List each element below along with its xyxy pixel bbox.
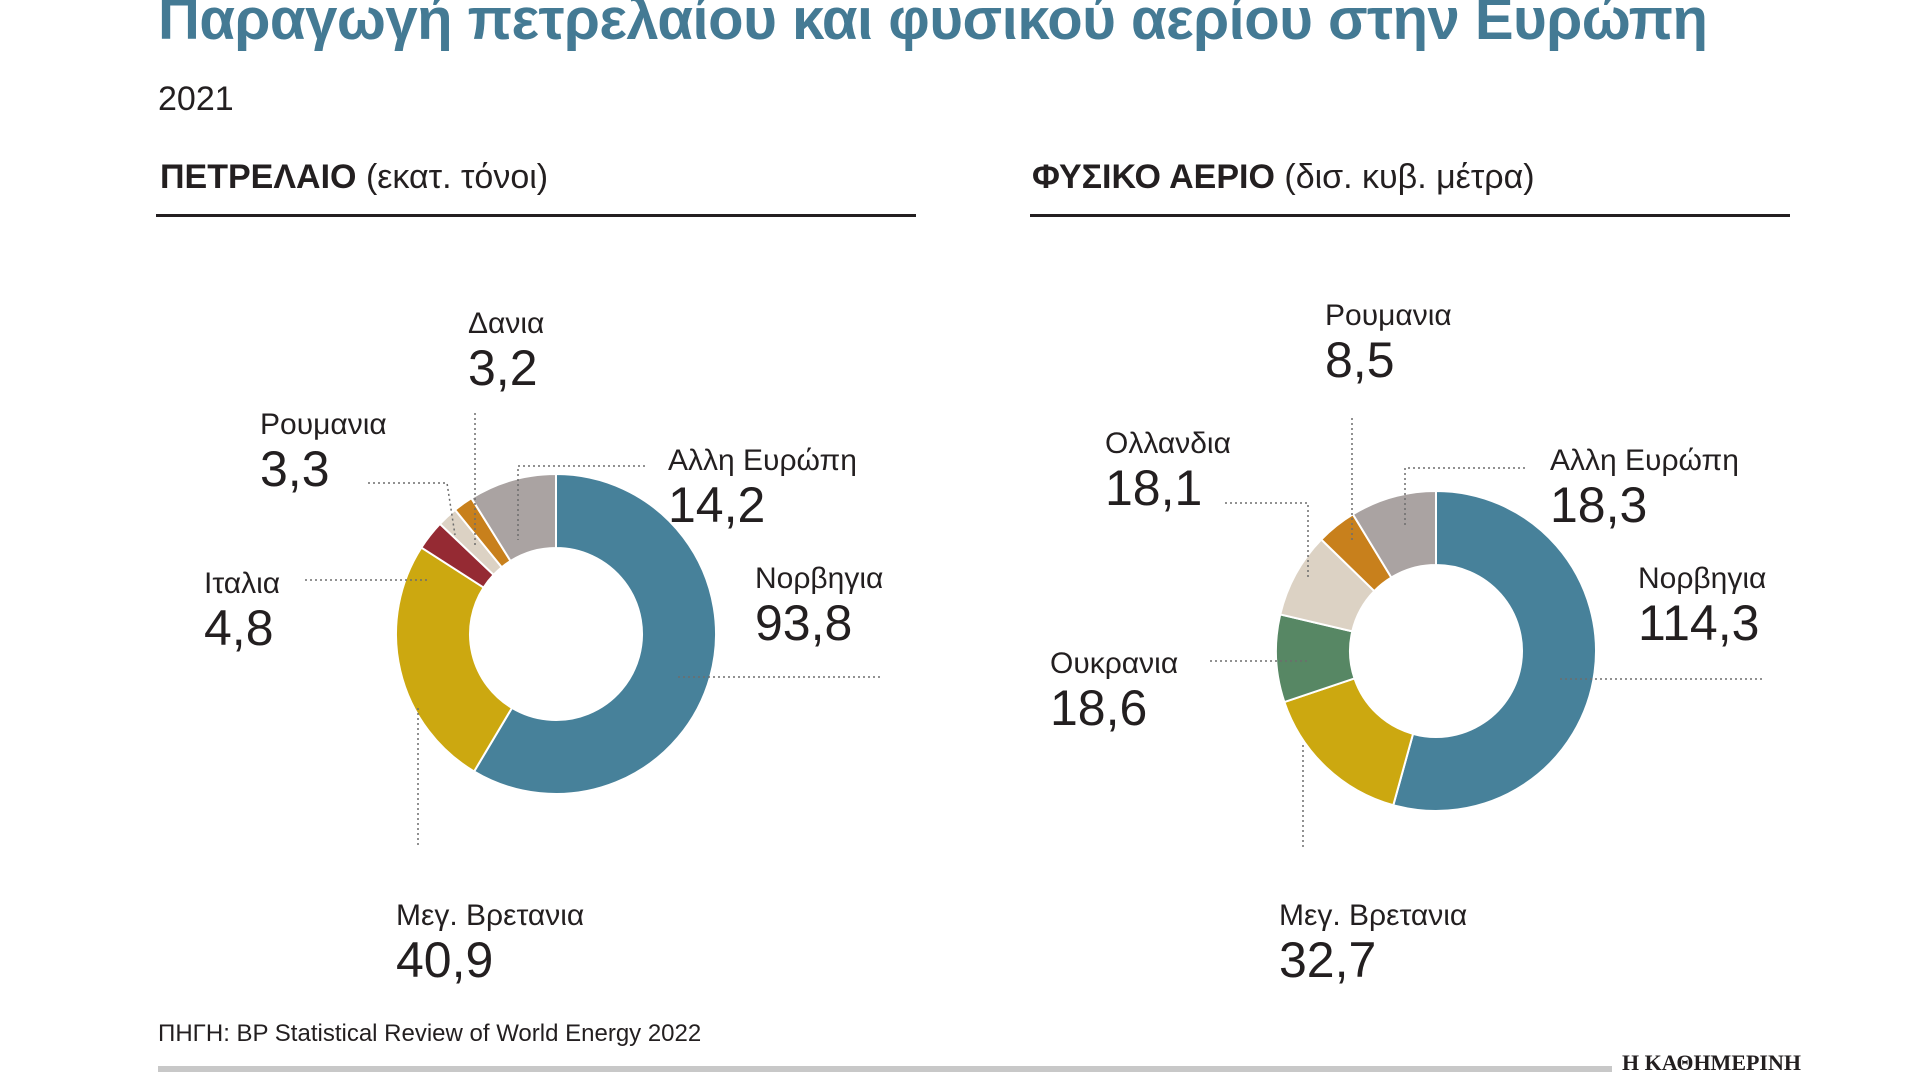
oil-label-νορβηγια: Νορβηγια: [755, 562, 883, 595]
oil-panel-rule: [156, 214, 916, 217]
oil-value-αλλη-ευρώπη: 14,2: [668, 477, 765, 533]
gas-label-ουκρανια: Ουκρανια: [1050, 647, 1178, 680]
gas-panel-header: ΦΥΣΙΚΟ ΑΕΡΙΟ (δισ. κυβ. μέτρα): [1032, 158, 1535, 197]
gas-slice-νορβηγια: [1392, 489, 1597, 812]
oil-label-ρουμανια: Ρουμανια: [260, 408, 387, 441]
donut-layer: [395, 472, 1597, 812]
gas-label-μεγ-βρετανια: Μεγ. Βρετανια: [1279, 899, 1467, 932]
oil-value-νορβηγια: 93,8: [755, 595, 852, 651]
gas-leader-ολλανδια: [1225, 502, 1309, 580]
oil-leader-ρουμανια: [368, 482, 456, 536]
source-note: ΠΗΓΗ: BP Statistical Review of World Ene…: [158, 1020, 702, 1047]
oil-leader-αλλη-ευρώπη: [517, 465, 645, 540]
gas-panel-rule: [1030, 214, 1790, 217]
footer-bar: [158, 1066, 1612, 1072]
oil-value-δανια: 3,2: [468, 340, 538, 396]
gas-leader-αλλη-ευρώπη: [1404, 467, 1525, 527]
chart-year: 2021: [158, 80, 234, 118]
oil-panel-unit: (εκατ. τόνοι): [365, 158, 549, 196]
gas-value-ολλανδια: 18,1: [1105, 460, 1202, 516]
gas-value-μεγ-βρετανια: 32,7: [1279, 932, 1376, 988]
oil-panel-header: ΠΕΤΡΕΛΑΙΟ (εκατ. τόνοι): [160, 158, 548, 197]
gas-label-ολλανδια: Ολλανδια: [1105, 427, 1231, 460]
oil-label-ιταλια: Ιταλια: [204, 567, 280, 600]
gas-value-ουκρανια: 18,6: [1050, 680, 1147, 736]
gas-value-ρουμανια: 8,5: [1325, 332, 1395, 388]
oil-label-αλλη-ευρώπη: Αλλη Ευρώπη: [668, 444, 857, 477]
oil-slice-νορβηγια: [472, 472, 717, 795]
oil-slice-μεγ-βρετανια: [395, 546, 514, 773]
leader-layer: [305, 413, 1762, 848]
oil-label-δανια: Δανια: [468, 307, 544, 340]
oil-value-ιταλια: 4,8: [204, 600, 274, 656]
gas-label-νορβηγια: Νορβηγια: [1638, 562, 1766, 595]
gas-value-νορβηγια: 114,3: [1638, 595, 1759, 651]
oil-label-μεγ-βρετανια: Μεγ. Βρετανια: [396, 899, 584, 932]
gas-panel-unit: (δισ. κυβ. μέτρα): [1284, 158, 1535, 196]
gas-label-ρουμανια: Ρουμανια: [1325, 299, 1452, 332]
oil-slice-αλλη-ευρώπη: [470, 472, 557, 563]
gas-value-αλλη-ευρώπη: 18,3: [1550, 477, 1647, 533]
gas-label-αλλη-ευρώπη: Αλλη Ευρώπη: [1550, 444, 1739, 477]
publisher-logo: Η ΚΑΘΗΜΕΡΙΝΗ: [1622, 1050, 1801, 1075]
oil-value-μεγ-βρετανια: 40,9: [396, 932, 493, 988]
gas-slice-αλλη-ευρώπη: [1351, 489, 1437, 579]
chart-title: Παραγωγή πετρελαίου και φυσικού αερίου σ…: [158, 0, 1708, 52]
oil-value-ρουμανια: 3,3: [260, 441, 330, 497]
gas-panel-name: ΦΥΣΙΚΟ ΑΕΡΙΟ: [1032, 158, 1275, 196]
oil-panel-name: ΠΕΤΡΕΛΑΙΟ: [160, 158, 357, 196]
